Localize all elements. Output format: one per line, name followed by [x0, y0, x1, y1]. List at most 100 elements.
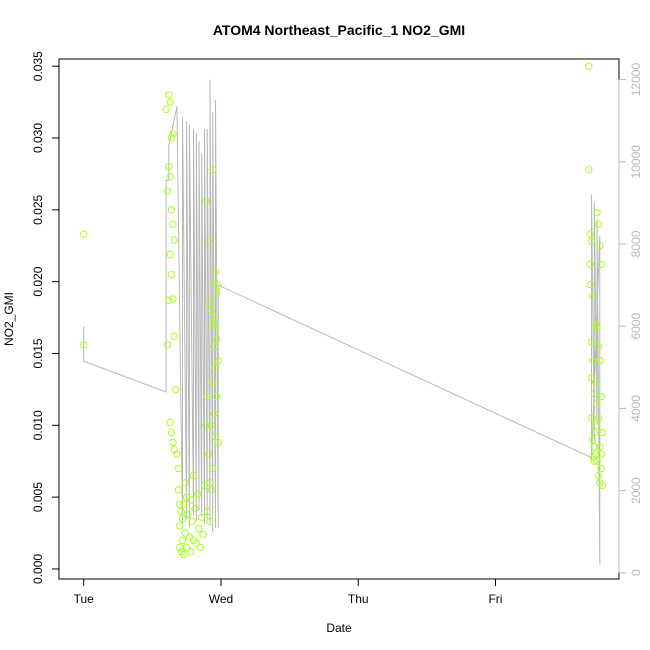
data-point: [202, 197, 210, 205]
data-point: [593, 400, 601, 408]
data-point: [210, 313, 218, 322]
data-point: [165, 91, 173, 99]
data-point: [585, 165, 593, 174]
data-point: [165, 163, 173, 171]
data-point: [210, 410, 218, 418]
data-point: [587, 414, 596, 422]
data-point: [586, 230, 594, 238]
data-point: [80, 230, 88, 238]
data-point: [214, 357, 222, 365]
data-point: [214, 282, 222, 290]
data-point: [596, 357, 604, 365]
data-point: [203, 392, 211, 401]
y-tick-label: 0.030: [31, 123, 45, 153]
data-point: [176, 522, 184, 530]
data-point: [590, 443, 598, 451]
data-point: [211, 267, 220, 276]
y-tick-label: 0.025: [31, 194, 45, 224]
data-point: [211, 364, 220, 372]
points-layer: [80, 62, 607, 559]
data-point: [188, 517, 196, 526]
data-point: [206, 517, 214, 526]
data-point: [177, 507, 185, 516]
data-point: [167, 270, 176, 279]
data-point: [176, 500, 184, 508]
data-point: [181, 479, 190, 487]
data-point: [598, 428, 607, 437]
data-point: [203, 507, 211, 516]
data-point: [182, 543, 191, 552]
data-point: [592, 450, 600, 458]
y2-tick-label: 4000: [629, 395, 643, 422]
data-point: [180, 550, 188, 559]
data-point: [597, 392, 605, 401]
data-point: [587, 237, 596, 246]
data-point: [169, 438, 177, 447]
data-point: [192, 539, 201, 547]
data-point: [169, 295, 177, 303]
data-point: [213, 392, 221, 401]
plot-area-frame: [58, 58, 620, 580]
data-point: [586, 280, 594, 289]
y2-tick-label: 12000: [629, 63, 643, 97]
data-point: [592, 378, 600, 386]
data-point: [594, 220, 603, 228]
data-point: [163, 187, 172, 195]
y-tick-label: 0.010: [31, 410, 45, 440]
data-point: [590, 428, 598, 437]
chart-title: ATOM4 Northeast_Pacific_1 NO2_GMI: [213, 22, 465, 38]
data-point: [187, 496, 195, 504]
x-tick-label: Thu: [348, 592, 369, 606]
data-point: [597, 450, 605, 458]
data-point: [176, 543, 184, 552]
data-point: [587, 338, 596, 346]
data-point: [196, 543, 205, 552]
y-tick-label: 0.035: [31, 51, 45, 81]
data-point: [166, 173, 174, 181]
data-point: [211, 323, 220, 332]
data-point: [594, 342, 603, 350]
data-point: [592, 421, 600, 429]
data-point: [178, 536, 187, 544]
data-point: [169, 130, 177, 138]
data-point: [594, 414, 603, 422]
x-tick-label: Tue: [74, 592, 95, 606]
data-point: [598, 481, 607, 490]
data-point: [213, 335, 221, 343]
data-point: [198, 513, 206, 521]
data-point: [180, 500, 188, 508]
y-tick-label: 0.000: [31, 554, 45, 584]
data-point: [204, 237, 213, 246]
data-point: [586, 260, 594, 269]
data-point: [174, 486, 183, 494]
data-point: [210, 342, 218, 350]
x-tick-label: Fri: [488, 592, 502, 606]
y2-tick-label: 0: [629, 569, 643, 576]
data-point: [207, 421, 216, 429]
data-point: [202, 421, 210, 429]
data-point: [209, 165, 217, 174]
data-point: [596, 242, 604, 250]
data-point: [589, 436, 597, 444]
data-point: [163, 341, 172, 349]
data-point: [207, 306, 216, 315]
data-point: [589, 292, 597, 300]
data-point: [206, 299, 214, 307]
data-point: [169, 220, 177, 228]
data-point: [213, 289, 221, 297]
data-point: [597, 260, 605, 269]
data-point: [170, 332, 179, 340]
x-tick-label: Wed: [209, 592, 233, 606]
y-tick-label: 0.005: [31, 482, 45, 512]
data-point: [593, 457, 601, 465]
data-point: [170, 236, 179, 244]
data-point: [199, 530, 207, 539]
x-axis-label: Date: [326, 621, 352, 635]
y-tick-label: 0.020: [31, 266, 45, 296]
data-point: [597, 464, 605, 473]
data-point: [593, 209, 601, 217]
data-point: [195, 525, 203, 533]
data-point: [166, 418, 174, 427]
y2-tick-label: 6000: [629, 313, 643, 340]
data-point: [166, 98, 174, 106]
